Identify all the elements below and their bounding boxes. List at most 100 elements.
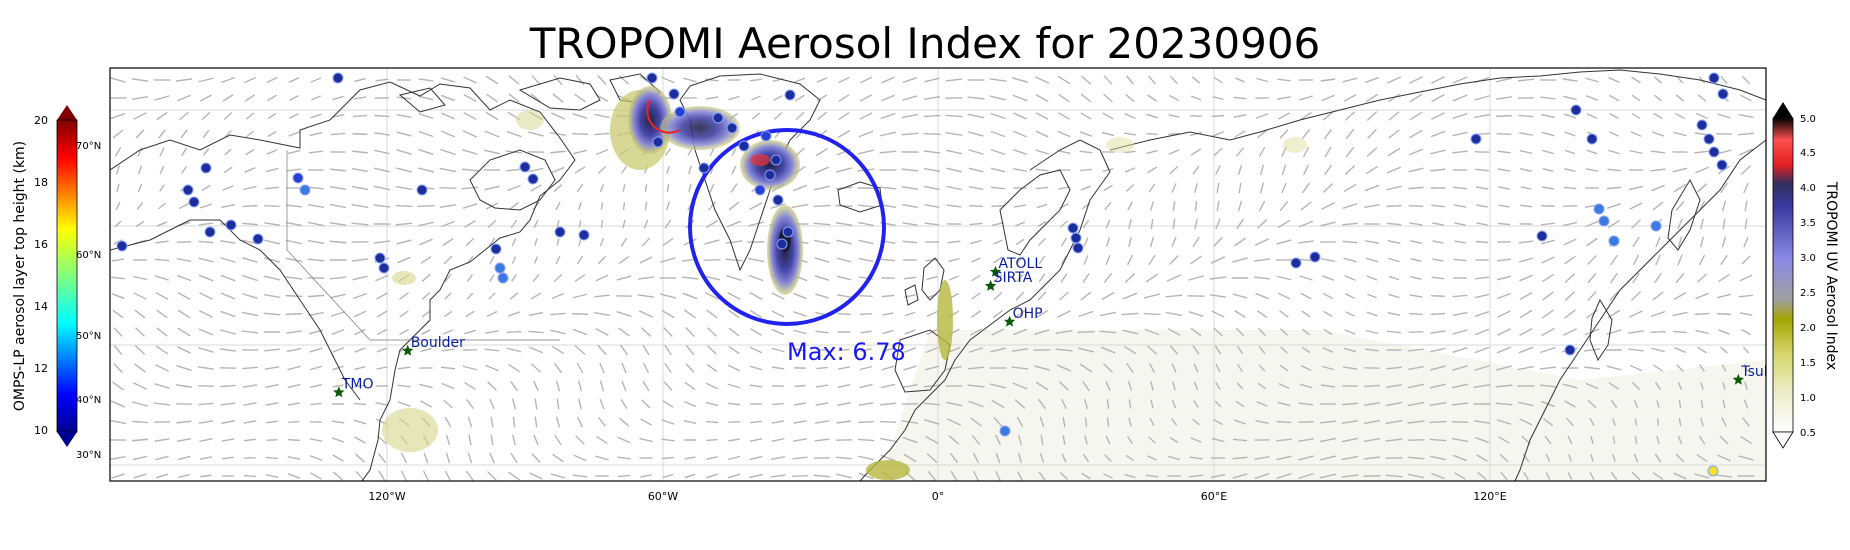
wind-arrow (1215, 363, 1221, 373)
wind-arrow (399, 310, 409, 318)
wind-arrow (245, 112, 255, 120)
wind-arrow (1454, 222, 1466, 226)
wind-arrow (971, 292, 981, 300)
wind-arrow (1429, 402, 1447, 406)
wind-arrow (573, 454, 587, 462)
wind-arrow (989, 383, 1007, 389)
wind-arrow (198, 257, 214, 263)
wind-arrow (816, 148, 828, 156)
wind-arrow (1386, 185, 1402, 191)
wind-arrow (1099, 330, 1117, 334)
wind-arrow (1454, 472, 1466, 480)
wind-arrow (509, 202, 519, 210)
wind-arrow (1542, 168, 1554, 172)
wind-arrow (1211, 310, 1225, 318)
wind-arrow (1589, 417, 1595, 427)
lon-tick-120w: 120°W (368, 490, 405, 503)
wind-arrow (1192, 345, 1200, 355)
wind-arrow (795, 147, 805, 157)
wind-arrow (1169, 95, 1179, 101)
omps-lp-point (1070, 232, 1082, 244)
wind-arrow (1633, 453, 1639, 463)
wind-arrow (595, 274, 609, 282)
wind-arrow (352, 150, 368, 154)
wind-arrow (1697, 94, 1707, 102)
wind-arrow (1431, 204, 1445, 208)
wind-arrow (309, 438, 323, 442)
wind-arrow (1474, 346, 1490, 354)
wind-arrow (1367, 129, 1377, 139)
wind-arrow (771, 366, 785, 370)
wind-arrow (688, 165, 692, 175)
wind-arrow (728, 201, 740, 211)
wind-arrow (1700, 417, 1704, 427)
wind-arrow (1345, 111, 1355, 121)
wind-arrow (1545, 453, 1551, 463)
wind-arrow (1122, 292, 1138, 300)
wind-arrow (1171, 183, 1177, 193)
wind-arrow (685, 345, 695, 355)
wind-arrow (1694, 473, 1710, 479)
wind-arrow (924, 419, 940, 425)
omps-lp-points (116, 72, 1729, 477)
wind-arrow (1631, 76, 1641, 84)
wind-arrow (923, 96, 941, 100)
wind-arrow (159, 184, 165, 192)
wind-arrow (198, 274, 214, 282)
wind-arrow (419, 383, 433, 389)
wind-arrow (749, 292, 763, 300)
wind-arrow (201, 184, 211, 192)
wind-arrow (530, 93, 542, 103)
wind-arrow (308, 312, 324, 316)
wind-arrow (354, 384, 366, 388)
wind-arrow (1744, 381, 1748, 391)
wind-arrow (1563, 186, 1577, 190)
wind-arrow (1300, 201, 1312, 211)
wind-arrow (1319, 420, 1337, 424)
wind-arrow (792, 184, 808, 192)
wind-arrow (445, 434, 451, 446)
wind-arrow (440, 366, 456, 370)
wind-arrow (1341, 437, 1359, 443)
wind-arrow (727, 292, 741, 300)
left-tick-18: 18 (34, 176, 48, 189)
wind-arrow (750, 420, 762, 424)
wind-arrow (221, 204, 235, 208)
wind-arrow (617, 474, 631, 478)
wind-arrow (1696, 113, 1708, 119)
wind-arrow (510, 452, 518, 464)
wind-arrow (1694, 312, 1710, 316)
wind-arrow (1716, 293, 1732, 299)
wind-arrow (265, 167, 279, 173)
wind-arrow (1451, 402, 1469, 406)
wind-arrow (902, 95, 918, 101)
right-colorbar-label: TROPOMI UV Aerosol Index (1823, 181, 1839, 370)
wind-arrow (1387, 147, 1401, 157)
wind-arrow (264, 186, 280, 190)
wind-arrow (553, 184, 563, 192)
wind-arrow (1342, 203, 1358, 209)
wind-arrow (1737, 132, 1755, 136)
wind-arrow (1015, 238, 1025, 246)
wind-arrow (1720, 255, 1728, 265)
wind-arrow (1344, 329, 1356, 335)
wind-arrow (594, 294, 610, 298)
wind-arrow (1474, 113, 1490, 119)
wind-arrow (1146, 113, 1158, 119)
omps-lp-point (646, 72, 658, 84)
wind-arrow (1101, 292, 1115, 300)
omps-lp-point (490, 243, 502, 255)
wind-arrow (440, 77, 456, 83)
wind-arrow (1431, 112, 1445, 120)
wind-arrow (1519, 292, 1533, 300)
wind-arrow (1319, 473, 1337, 479)
wind-arrow (1121, 329, 1139, 335)
wind-arrow (637, 276, 655, 280)
wind-arrow (1564, 309, 1576, 319)
wind-arrow (264, 205, 280, 207)
wind-arrow (660, 293, 676, 299)
wind-arrow (532, 274, 540, 282)
wind-arrow (642, 381, 650, 391)
wind-arrow (462, 130, 478, 138)
wind-arrow (1060, 273, 1068, 283)
